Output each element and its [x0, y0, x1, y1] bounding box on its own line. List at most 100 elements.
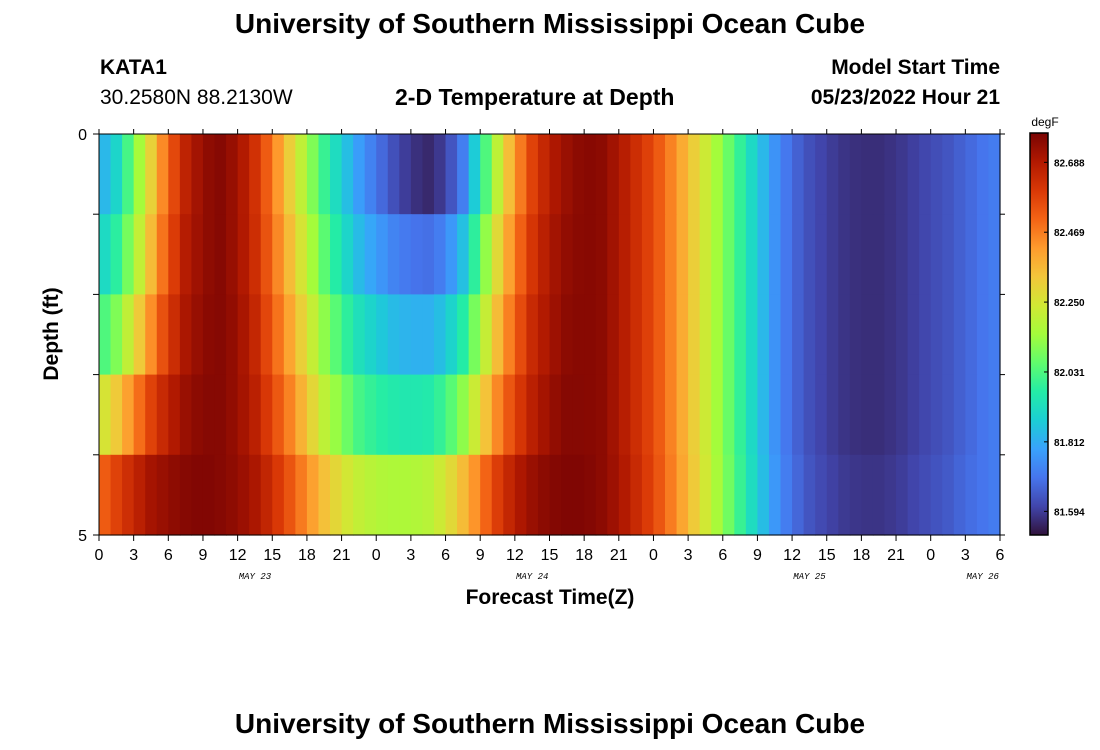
heatmap-cell — [595, 294, 608, 376]
heatmap-cell — [433, 454, 447, 536]
heatmap-cell — [907, 294, 920, 376]
heatmap-cell — [942, 214, 955, 295]
heatmap-cell — [214, 214, 227, 295]
heatmap-cell — [295, 454, 308, 536]
heatmap-cell — [768, 214, 782, 295]
heatmap-cell — [422, 374, 435, 456]
heatmap-cell — [202, 454, 216, 536]
heatmap-cell — [226, 214, 239, 295]
x-tick-label: 12 — [229, 547, 247, 564]
heatmap-cell — [537, 294, 551, 376]
heatmap-cell — [283, 134, 296, 215]
date-label: MAY 26 — [966, 572, 999, 582]
heatmap-cell — [884, 374, 897, 456]
heatmap-cell — [480, 134, 493, 215]
heatmap-cell — [133, 294, 146, 376]
heatmap-cell — [410, 134, 424, 215]
heatmap-cell — [168, 454, 181, 536]
x-tick-label: 6 — [718, 547, 727, 564]
heatmap-cell — [688, 454, 701, 536]
x-tick-label: 21 — [610, 547, 628, 564]
heatmap-cell — [930, 454, 943, 536]
heatmap-cell — [688, 134, 701, 215]
heatmap-cell — [156, 134, 169, 215]
heatmap-cell — [145, 294, 158, 376]
heatmap-cell — [641, 214, 655, 295]
heatmap-cell — [179, 454, 193, 536]
heatmap-cell — [688, 214, 701, 295]
heatmap-cell — [676, 134, 689, 215]
heatmap-cell — [399, 454, 412, 536]
heatmap-cell — [122, 454, 135, 536]
heatmap-cell — [976, 134, 990, 215]
heatmap-cell — [214, 374, 227, 456]
heatmap-cell — [861, 374, 874, 456]
heatmap-cell — [919, 294, 932, 376]
heatmap-cell — [745, 374, 759, 456]
heatmap-cell — [237, 214, 250, 295]
heatmap-cell — [584, 374, 597, 456]
heatmap-cell — [480, 374, 493, 456]
heatmap-cell — [838, 454, 851, 536]
heatmap-cell — [803, 294, 816, 376]
heatmap-cell — [699, 134, 712, 215]
heatmap-cell — [306, 294, 320, 376]
heatmap-cell — [641, 294, 655, 376]
heatmap-cell — [561, 214, 574, 295]
heatmap-cell — [468, 294, 481, 376]
heatmap-cell — [179, 134, 193, 215]
heatmap-cell — [514, 214, 527, 295]
heatmap-cell — [965, 294, 978, 376]
heatmap-cell — [341, 294, 354, 376]
heatmap-cell — [503, 134, 516, 215]
heatmap-cell — [676, 454, 689, 536]
colorbar-tick-label: 82.688 — [1054, 158, 1085, 169]
heatmap-cell — [768, 374, 782, 456]
heatmap-cell — [480, 454, 493, 536]
heatmap-cell — [641, 454, 655, 536]
x-tick-label: 12 — [783, 547, 801, 564]
heatmap-cell — [618, 454, 631, 536]
colorbar-tick-label: 82.469 — [1054, 228, 1085, 239]
x-tick-label: 9 — [199, 547, 208, 564]
heatmap-cell — [537, 134, 551, 215]
heatmap-cell — [561, 134, 574, 215]
heatmap-cell — [815, 214, 828, 295]
heatmap-cell — [699, 374, 712, 456]
x-axis: 0 3 6 9 12 15 18 21 0 3 6 9 12 15 18 21 0 3 6 9 12 15 18 21 0 3 6 M… — [95, 129, 1005, 582]
heatmap-cell — [618, 134, 631, 215]
heatmap-cell — [191, 134, 204, 215]
heatmap-cell — [595, 374, 608, 456]
heatmap-cell — [965, 454, 978, 536]
heatmap-cell — [607, 214, 620, 295]
x-tick-label: 6 — [996, 547, 1005, 564]
heatmap-cell — [306, 134, 320, 215]
heatmap-cell — [191, 294, 204, 376]
heatmap-cell — [283, 454, 296, 536]
heatmap-cell — [179, 294, 193, 376]
heatmap-cell — [306, 454, 320, 536]
heatmap-cell — [99, 454, 112, 536]
heatmap-cell — [133, 374, 146, 456]
heatmap-cell — [618, 374, 631, 456]
heatmap-cell — [838, 214, 851, 295]
heatmap-cell — [353, 214, 366, 295]
heatmap-cell — [99, 294, 112, 376]
colorbar-unit: degF — [1031, 115, 1058, 129]
heatmap-cell — [226, 374, 239, 456]
heatmap-cell — [838, 294, 851, 376]
heatmap-cell — [896, 374, 909, 456]
heatmap-cell — [122, 374, 135, 456]
heatmap-cell — [884, 134, 897, 215]
heatmap-cell — [249, 454, 262, 536]
heatmap-cell — [849, 134, 862, 215]
x-tick-label: 18 — [298, 547, 316, 564]
heatmap-cell — [468, 214, 481, 295]
heatmap-cell — [537, 374, 551, 456]
heatmap-cell — [272, 134, 285, 215]
heatmap-cell — [491, 134, 504, 215]
colorbar-ticks: 82.688 82.469 82.250 82.031 81.812 81.594 — [1044, 158, 1085, 518]
heatmap-cell — [260, 214, 273, 295]
heatmap-cell — [849, 214, 862, 295]
heatmap-cell — [503, 454, 516, 536]
